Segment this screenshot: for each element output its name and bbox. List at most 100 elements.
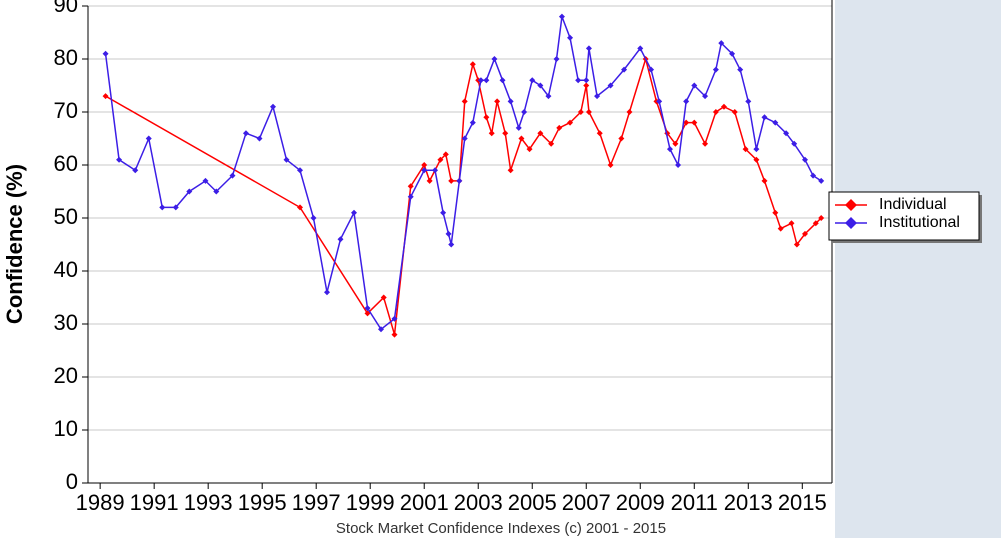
side-panel [835,0,1001,538]
legend-label: Institutional [879,214,960,231]
data-point [296,167,303,174]
data-point [712,66,719,73]
data-point [499,77,506,84]
y-tick-label: 90 [54,0,78,17]
legend-marker [845,217,857,229]
y-tick-label: 40 [54,257,78,282]
data-point [296,204,303,211]
data-point [518,135,525,142]
y-tick-label: 20 [54,363,78,388]
data-point [583,77,590,84]
data-point [477,77,484,84]
legend-label: Individual [879,196,947,213]
data-point [529,77,536,84]
data-point [391,331,398,338]
data-point [469,61,476,68]
data-point [648,66,655,73]
data-point [380,294,387,301]
data-point [172,204,179,211]
x-tick-label: 2013 [724,490,773,515]
data-point [675,162,682,168]
data-point [577,109,584,115]
data-point [323,289,330,296]
data-point [596,130,603,137]
data-point [801,156,808,163]
data-point [712,109,719,115]
data-point [102,50,109,57]
data-point [702,93,709,100]
data-point [691,119,698,126]
x-tick-label: 2011 [671,490,718,515]
x-tick-label: 1995 [238,490,287,515]
data-point [548,140,555,147]
data-point [364,310,371,317]
x-axis-label: Stock Market Confidence Indexes (c) 2001… [336,520,666,537]
data-point [720,103,727,110]
data-point [421,167,428,174]
data-point [448,241,455,248]
data-point [702,140,709,147]
data-point [440,209,447,216]
data-point [229,172,236,179]
x-tick-label: 2009 [616,490,665,515]
data-point [310,215,317,221]
x-tick-label: 2015 [778,490,827,515]
data-point [521,109,528,115]
x-tick-label: 1989 [76,490,125,515]
data-point [567,34,574,41]
data-point [810,172,817,179]
data-point [491,56,498,62]
data-point [461,98,468,105]
y-tick-label: 80 [54,45,78,70]
data-point [378,326,385,333]
data-point [437,156,444,163]
data-point [407,183,414,190]
data-point [672,140,679,147]
data-point [737,66,744,73]
data-point [145,135,152,142]
data-point [515,124,522,131]
plot-area [88,0,832,483]
x-tick-label: 1993 [184,490,233,515]
data-point [351,209,358,216]
data-point [242,130,249,137]
data-point [102,93,109,100]
data-point [761,114,768,121]
data-point [607,162,614,168]
data-point [558,13,565,20]
data-point [469,119,476,126]
data-point [445,230,452,237]
data-point [729,50,736,57]
data-point [442,151,449,158]
data-point [718,40,725,47]
data-point [761,177,768,184]
x-tick-label: 1991 [130,490,179,515]
y-tick-label: 70 [54,98,78,123]
data-point [159,204,166,211]
data-point [777,225,784,232]
data-point [186,188,193,195]
data-point [618,135,625,142]
data-point [483,114,490,121]
data-point [556,124,563,131]
data-point [731,109,738,115]
data-point [791,140,798,147]
y-tick-label: 0 [66,469,78,494]
data-point [132,167,139,174]
data-point [691,82,698,89]
data-point [483,77,490,84]
data-point [283,156,290,163]
data-point [818,215,825,221]
data-point [391,315,398,322]
data-point [575,77,582,84]
y-tick-label: 60 [54,151,78,176]
data-point [364,305,371,312]
data-point [421,162,428,168]
data-point [426,177,433,184]
data-point [502,130,509,137]
data-point [742,146,749,153]
data-point [116,156,123,163]
data-point [526,146,533,153]
data-point [256,135,263,142]
